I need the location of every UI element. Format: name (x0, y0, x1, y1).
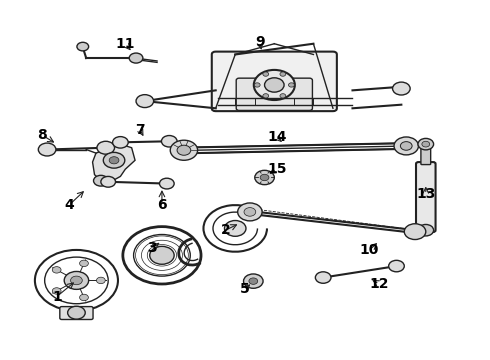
Circle shape (265, 78, 284, 92)
Circle shape (263, 72, 269, 76)
Circle shape (418, 225, 434, 236)
Circle shape (422, 141, 430, 147)
Circle shape (77, 42, 89, 51)
FancyBboxPatch shape (236, 78, 313, 111)
Circle shape (254, 70, 295, 100)
Circle shape (129, 53, 143, 63)
Circle shape (79, 260, 88, 267)
Circle shape (170, 140, 197, 160)
Circle shape (280, 72, 286, 76)
Text: 9: 9 (255, 35, 265, 49)
Circle shape (161, 135, 177, 147)
Circle shape (64, 271, 89, 289)
Circle shape (224, 221, 246, 236)
Circle shape (418, 138, 434, 150)
FancyBboxPatch shape (60, 307, 93, 319)
FancyBboxPatch shape (421, 143, 431, 165)
Text: 1: 1 (52, 289, 62, 303)
Circle shape (150, 246, 174, 264)
Circle shape (71, 276, 82, 285)
Circle shape (255, 170, 274, 185)
FancyBboxPatch shape (212, 51, 337, 111)
Text: 5: 5 (240, 282, 250, 296)
Circle shape (136, 95, 154, 108)
Circle shape (52, 288, 61, 294)
Text: 13: 13 (416, 187, 436, 201)
Circle shape (113, 136, 128, 148)
Circle shape (260, 174, 269, 181)
Circle shape (316, 272, 331, 283)
Text: 12: 12 (369, 277, 389, 291)
Circle shape (177, 145, 191, 155)
Circle shape (68, 306, 85, 319)
Text: 2: 2 (220, 223, 230, 237)
Circle shape (244, 274, 263, 288)
Circle shape (159, 178, 174, 189)
Circle shape (52, 267, 61, 273)
Circle shape (38, 143, 56, 156)
Circle shape (400, 141, 412, 150)
Text: 3: 3 (147, 241, 157, 255)
Circle shape (97, 277, 105, 284)
Circle shape (289, 83, 294, 87)
Circle shape (97, 141, 115, 154)
Circle shape (394, 137, 418, 155)
Text: 7: 7 (135, 123, 145, 137)
Circle shape (109, 157, 119, 164)
Text: 11: 11 (116, 37, 135, 51)
Circle shape (389, 260, 404, 272)
Text: 8: 8 (37, 128, 47, 142)
FancyBboxPatch shape (416, 162, 436, 232)
Circle shape (392, 82, 410, 95)
Polygon shape (93, 144, 135, 182)
Circle shape (263, 94, 269, 98)
Text: 10: 10 (360, 243, 379, 257)
Circle shape (280, 94, 286, 98)
Circle shape (103, 152, 125, 168)
Circle shape (244, 208, 256, 216)
Circle shape (79, 294, 88, 301)
Circle shape (249, 278, 258, 284)
Text: 15: 15 (267, 162, 287, 176)
Circle shape (238, 203, 262, 221)
Text: 4: 4 (64, 198, 74, 212)
Text: 6: 6 (157, 198, 167, 212)
Circle shape (94, 175, 108, 186)
Circle shape (404, 224, 426, 239)
Circle shape (101, 176, 116, 187)
Circle shape (254, 83, 260, 87)
Text: 14: 14 (267, 130, 287, 144)
